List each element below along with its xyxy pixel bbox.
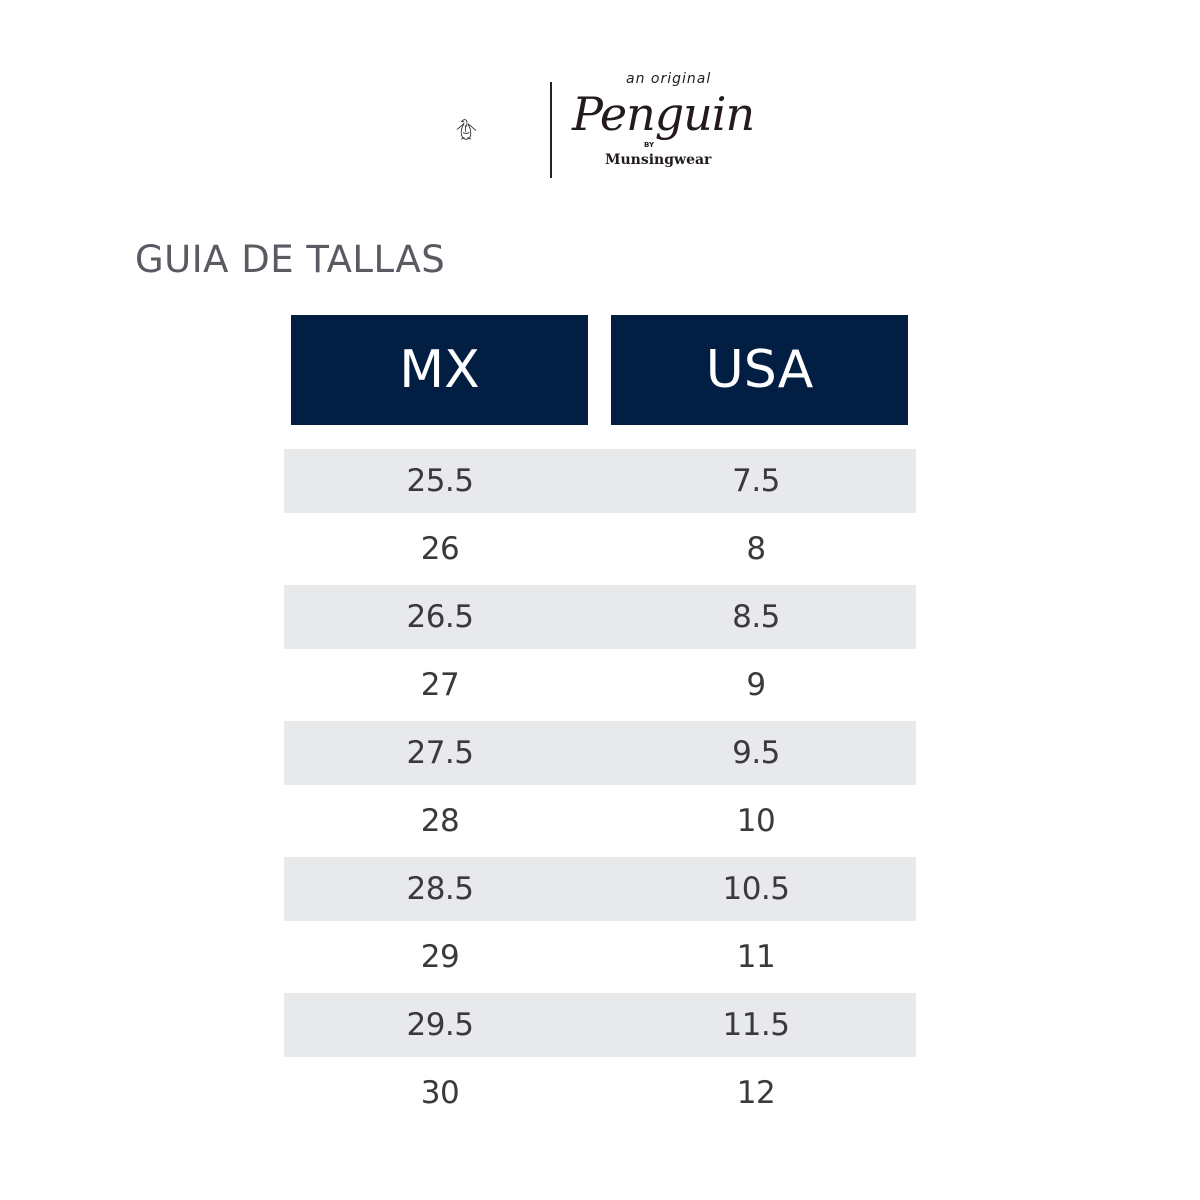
usa-size: 10 bbox=[736, 803, 776, 839]
usa-size: 8 bbox=[746, 531, 766, 567]
table-row: 27.5 9.5 bbox=[284, 721, 916, 785]
usa-size: 8.5 bbox=[732, 599, 780, 635]
mx-size: 27.5 bbox=[406, 735, 474, 771]
mx-size: 29 bbox=[420, 939, 460, 975]
mx-size: 27 bbox=[420, 667, 460, 703]
mx-size: 28.5 bbox=[406, 871, 474, 907]
table-row: 28.5 10.5 bbox=[284, 857, 916, 921]
table-row: 26 8 bbox=[284, 513, 916, 585]
mx-size: 29.5 bbox=[406, 1007, 474, 1043]
usa-size: 7.5 bbox=[732, 463, 780, 499]
mx-size: 26 bbox=[420, 531, 460, 567]
logo-tagline: an original bbox=[626, 71, 712, 87]
logo-by: BY bbox=[644, 141, 655, 149]
table-row: 29 11 bbox=[284, 921, 916, 993]
logo-brand: Penguin bbox=[572, 87, 755, 141]
usa-size: 9.5 bbox=[732, 735, 780, 771]
page-title: GUIA DE TALLAS bbox=[135, 238, 446, 281]
header-usa: USA bbox=[611, 315, 908, 425]
table-row: 25.5 7.5 bbox=[284, 449, 916, 513]
logo-divider bbox=[550, 82, 552, 178]
table-row: 26.5 8.5 bbox=[284, 585, 916, 649]
size-table: 25.5 7.5 26 8 26.5 8.5 27 9 27.5 9.5 28 10 28.5 10.5 2… bbox=[284, 449, 916, 1129]
usa-size: 11.5 bbox=[722, 1007, 790, 1043]
usa-size: 9 bbox=[746, 667, 766, 703]
mx-size: 28 bbox=[420, 803, 460, 839]
penguin-icon bbox=[456, 119, 477, 140]
header-mx: MX bbox=[291, 315, 588, 425]
table-row: 29.5 11.5 bbox=[284, 993, 916, 1057]
usa-size: 12 bbox=[736, 1075, 776, 1111]
mx-size: 30 bbox=[420, 1075, 460, 1111]
logo-maker: Munsingwear bbox=[605, 152, 712, 168]
usa-size: 10.5 bbox=[722, 871, 790, 907]
mx-size: 26.5 bbox=[406, 599, 474, 635]
mx-size: 25.5 bbox=[406, 463, 474, 499]
table-row: 30 12 bbox=[284, 1057, 916, 1129]
table-row: 28 10 bbox=[284, 785, 916, 857]
usa-size: 11 bbox=[736, 939, 776, 975]
table-row: 27 9 bbox=[284, 649, 916, 721]
